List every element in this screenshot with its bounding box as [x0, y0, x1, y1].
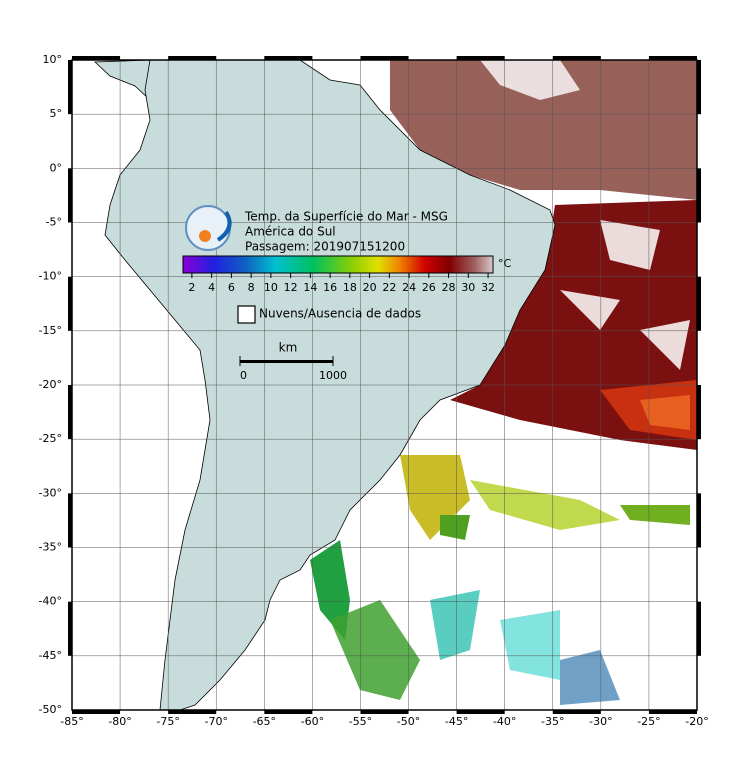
frame-segment — [697, 168, 701, 223]
frame-segment — [360, 56, 409, 60]
lat-tick-label: -50° — [39, 703, 62, 716]
frame-segment — [168, 56, 217, 60]
frame-segment — [264, 56, 313, 60]
frame-segment — [68, 60, 72, 115]
legend-label: Nuvens/Ausencia de dados — [259, 307, 421, 321]
lat-tick-label: -5° — [46, 216, 62, 229]
frame-segment — [168, 710, 217, 714]
frame-segment — [697, 276, 701, 331]
lon-tick-label: -45° — [445, 715, 468, 728]
frame-segment — [697, 493, 701, 548]
scale-unit: km — [279, 341, 298, 355]
lon-tick-label: -80° — [108, 715, 131, 728]
colorbar-tick-label: 4 — [208, 281, 215, 294]
colorbar-tick-label: 28 — [442, 281, 456, 294]
scale-tick-label: 0 — [240, 369, 247, 382]
lat-tick-label: 10° — [43, 53, 63, 66]
title-line: Temp. da Superfície do Mar - MSG — [244, 210, 448, 224]
lon-tick-label: -30° — [589, 715, 612, 728]
lon-tick-label: -50° — [397, 715, 420, 728]
colorbar — [182, 255, 494, 274]
lon-tick-label: -70° — [204, 715, 227, 728]
logo — [185, 205, 232, 251]
lon-tick-label: -25° — [637, 715, 660, 728]
frame-segment — [697, 60, 701, 115]
colorbar-tick-label: 22 — [382, 281, 396, 294]
frame-segment — [648, 56, 697, 60]
colorbar-tick-label: 8 — [248, 281, 255, 294]
frame-segment — [552, 56, 601, 60]
colorbar-unit: °C — [498, 257, 512, 270]
frame-segment — [72, 710, 121, 714]
colorbar-tick-label: 20 — [363, 281, 377, 294]
frame-segment — [68, 385, 72, 440]
legend-swatch — [237, 305, 256, 324]
lat-tick-label: -10° — [39, 270, 62, 283]
colorbar-tick-label: 24 — [402, 281, 416, 294]
lat-tick-label: -15° — [39, 324, 62, 337]
colorbar-tick-label: 10 — [264, 281, 278, 294]
lat-tick-label: -45° — [39, 649, 62, 662]
colorbar-tick-label: 26 — [422, 281, 436, 294]
lat-tick-label: -30° — [39, 486, 62, 499]
colorbar-tick-label: 16 — [323, 281, 337, 294]
frame-segment — [697, 601, 701, 656]
frame-segment — [648, 710, 697, 714]
frame-segment — [552, 710, 601, 714]
lon-tick-label: -40° — [493, 715, 516, 728]
frame-segment — [456, 56, 505, 60]
map-area — [72, 60, 697, 710]
colorbar-tick-label: 14 — [303, 281, 317, 294]
lon-tick-label: -35° — [541, 715, 564, 728]
title-line: Passagem: 201907151200 — [245, 240, 405, 254]
colorbar-tick-label: 6 — [228, 281, 235, 294]
sst-field — [310, 60, 697, 705]
lat-tick-label: 0° — [50, 161, 63, 174]
graticule — [72, 60, 697, 710]
scale-tick-label: 1000 — [319, 369, 347, 382]
frame-segment — [68, 168, 72, 223]
frame-segment — [264, 710, 313, 714]
lon-tick-label: -60° — [301, 715, 324, 728]
frame-segment — [697, 385, 701, 440]
colorbar-tick-label: 32 — [481, 281, 495, 294]
colorbar-ticks: 2 4 6 8 10 12 14 16 18 20 22 24 26 28 30 32 — [188, 273, 495, 294]
colorbar-tick-label: 18 — [343, 281, 357, 294]
title-line: América do Sul — [245, 225, 336, 239]
lon-tick-label: -85° — [60, 715, 83, 728]
scale-bar: 0 1000 — [239, 356, 347, 382]
lon-tick-label: -65° — [253, 715, 276, 728]
axes: -85° -80° -75° -70° -65° -60° -55° -50° -45° -40°… — [39, 53, 709, 728]
frame-segment — [360, 710, 409, 714]
lat-tick-label: 5° — [50, 107, 63, 120]
colorbar-tick-label: 2 — [188, 281, 195, 294]
lat-tick-label: -25° — [39, 432, 62, 445]
frame-segment — [68, 493, 72, 548]
colorbar-tick-label: 12 — [284, 281, 298, 294]
frame-segment — [68, 601, 72, 656]
lon-tick-label: -75° — [156, 715, 179, 728]
frame-segment — [68, 276, 72, 331]
frame-segment — [456, 710, 505, 714]
frame-ticks — [68, 56, 701, 714]
lat-tick-label: -20° — [39, 378, 62, 391]
frame-segment — [72, 56, 121, 60]
lon-tick-label: -20° — [685, 715, 708, 728]
lon-tick-label: -55° — [349, 715, 372, 728]
lat-tick-label: -35° — [39, 541, 62, 554]
colorbar-tick-label: 30 — [461, 281, 475, 294]
lat-tick-label: -40° — [39, 595, 62, 608]
